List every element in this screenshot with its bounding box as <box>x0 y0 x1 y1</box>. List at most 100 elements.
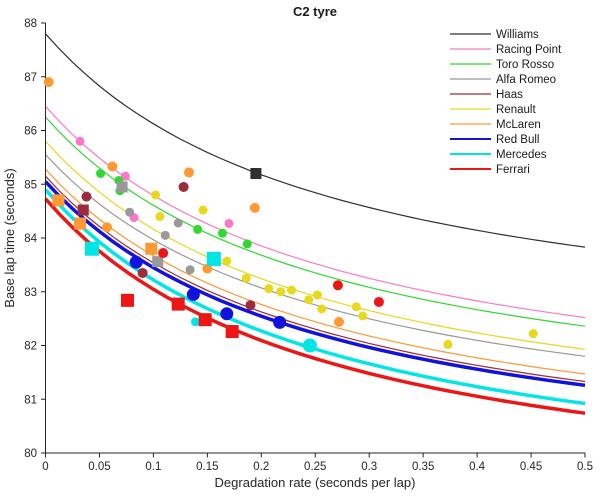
legend-label: Alfa Romeo <box>496 74 556 86</box>
marker-alfa-romeo-circle <box>125 207 135 217</box>
marker-alfa-romeo-circle <box>173 218 183 228</box>
marker-racing-point-circle <box>120 171 130 181</box>
marker-renault-circle <box>317 304 327 314</box>
marker-mercedes-square <box>84 241 99 256</box>
y-tick-label: 86 <box>24 126 37 138</box>
marker-renault-circle <box>312 290 322 300</box>
marker-mclaren-circle <box>202 263 213 274</box>
marker-red-bull-circle <box>273 315 287 329</box>
marker-ferrari-circle <box>158 248 169 259</box>
marker-ferrari-circle <box>373 296 384 307</box>
y-tick-label: 83 <box>24 287 37 299</box>
legend-item-alfa-romeo: Alfa Romeo <box>450 74 556 86</box>
y-tick-label: 85 <box>24 179 37 191</box>
legend-item-red-bull: Red Bull <box>450 134 539 146</box>
marker-renault-circle <box>222 256 232 266</box>
chart-title: C2 tyre <box>293 4 337 19</box>
marker-mercedes-circle <box>302 338 317 353</box>
curve-ferrari <box>44 197 586 415</box>
marker-ferrari-square <box>171 297 185 311</box>
marker-mclaren-circle <box>107 161 118 172</box>
marker-mercedes-square <box>206 251 221 266</box>
legend-label: Toro Rosso <box>496 59 554 71</box>
marker-haas-square <box>77 204 89 216</box>
legend: Williams Racing Point Toro Rosso Alfa Romeo… <box>450 29 562 176</box>
marker-mclaren-square <box>145 242 158 255</box>
x-tick-label: 0.05 <box>88 461 110 473</box>
marker-haas-circle <box>178 181 189 192</box>
legend-label: Haas <box>496 89 523 101</box>
legend-label: Ferrari <box>496 164 530 176</box>
marker-haas-circle <box>81 191 92 202</box>
legend-item-toro-rosso: Toro Rosso <box>450 59 554 71</box>
x-tick-label: 0.1 <box>145 461 161 473</box>
marker-renault-circle <box>198 205 208 215</box>
marker-red-bull-circle <box>129 255 143 269</box>
legend-label: Racing Point <box>496 44 562 56</box>
y-tick-label: 80 <box>24 448 37 460</box>
curve-haas <box>45 175 586 383</box>
legend-item-williams: Williams <box>450 29 539 41</box>
marker-renault-circle <box>351 302 361 312</box>
legend-item-mercedes: Mercedes <box>450 149 547 161</box>
marker-mclaren-square <box>52 194 65 207</box>
legend-item-racing-point: Racing Point <box>450 44 562 56</box>
legend-item-haas: Haas <box>450 89 523 101</box>
marker-renault-circle <box>264 284 274 294</box>
legend-label: Williams <box>496 29 539 41</box>
y-tick-label: 82 <box>24 341 37 353</box>
markers-layer <box>43 77 538 353</box>
marker-toro-rosso-circle <box>96 169 106 178</box>
marker-renault-circle <box>304 295 314 305</box>
y-tick-label: 88 <box>24 18 37 30</box>
x-tick-label: 0 <box>42 461 48 473</box>
x-tick-label: 0.15 <box>196 461 218 473</box>
x-tick-label: 0.45 <box>520 461 542 473</box>
curve-mclaren <box>45 168 586 375</box>
curve-toro-rosso <box>45 116 586 327</box>
marker-mclaren-circle <box>184 167 195 178</box>
marker-renault-circle <box>151 190 161 200</box>
x-tick-label: 0.4 <box>469 461 486 473</box>
marker-ferrari-square <box>225 325 239 339</box>
marker-ferrari-circle <box>332 280 343 291</box>
marker-mercedes-circle <box>190 317 200 327</box>
marker-mclaren-circle <box>102 222 113 233</box>
marker-renault-circle <box>287 285 297 295</box>
marker-red-bull-circle <box>186 287 200 301</box>
marker-mclaren-circle <box>333 316 344 327</box>
y-tick-label: 81 <box>24 394 37 406</box>
x-tick-label: 0.3 <box>361 461 377 473</box>
marker-toro-rosso-circle <box>242 239 252 249</box>
marker-alfa-romeo-square <box>152 256 164 268</box>
x-tick-label: 0.5 <box>577 461 593 473</box>
y-tick-label: 84 <box>24 233 37 245</box>
marker-alfa-romeo-circle <box>185 265 195 275</box>
y-tick-label: 87 <box>24 72 37 84</box>
marker-red-bull-circle <box>220 307 234 321</box>
legend-item-mclaren: McLaren <box>450 119 541 131</box>
marker-mclaren-circle <box>43 77 54 88</box>
marker-alfa-romeo-circle <box>160 230 170 240</box>
legend-label: McLaren <box>496 119 541 131</box>
marker-ferrari-square <box>121 293 135 307</box>
curve-alfa-romeo <box>45 154 586 357</box>
marker-toro-rosso-circle <box>217 228 227 238</box>
x-tick-label: 0.25 <box>304 461 326 473</box>
curve-williams <box>45 33 586 248</box>
x-tick-label: 0.2 <box>253 461 269 473</box>
legend-label: Renault <box>496 104 536 116</box>
marker-racing-point-circle <box>224 218 234 228</box>
legend-item-ferrari: Ferrari <box>450 164 530 176</box>
marker-ferrari-square <box>198 313 212 327</box>
marker-renault-circle <box>528 329 538 339</box>
marker-alfa-romeo-square <box>116 181 128 193</box>
marker-williams-square <box>250 168 262 179</box>
marker-mclaren-square <box>74 217 87 230</box>
marker-renault-circle <box>155 212 165 221</box>
marker-haas-circle <box>137 267 148 278</box>
marker-toro-rosso-circle <box>193 224 203 234</box>
marker-renault-circle <box>241 273 251 283</box>
